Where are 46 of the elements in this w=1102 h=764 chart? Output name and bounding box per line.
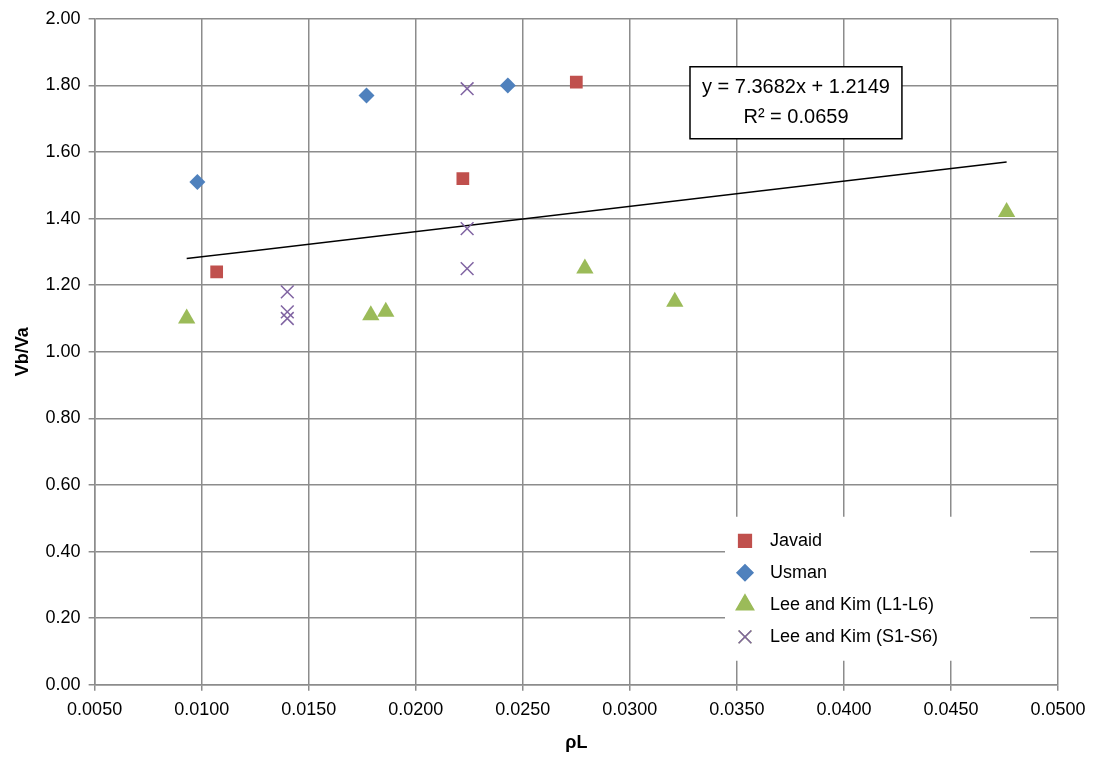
x-axis-title: ρL (565, 732, 588, 753)
y-tick-label: 1.80 (45, 74, 81, 95)
y-tick-label: 1.40 (45, 207, 81, 228)
x-tick-label: 0.0500 (1030, 698, 1086, 719)
x-tick-label: 0.0450 (923, 698, 979, 719)
point (569, 75, 583, 89)
x-tick-label: 0.0050 (67, 698, 123, 719)
legend-label: Usman (770, 561, 828, 582)
y-axis-title: Vb/Va (11, 326, 32, 377)
point (460, 81, 475, 96)
y-tick-label: 0.00 (45, 673, 81, 694)
annotation: y = 7.3682x + 1.2149 (702, 75, 890, 98)
x-tick-label: 0.0250 (495, 698, 551, 719)
legend-label: Lee and Kim (L1-L6) (770, 593, 935, 614)
point (456, 172, 470, 185)
x-tick-label: 0.0150 (281, 698, 337, 719)
y-tick-label: 0.20 (45, 607, 81, 628)
point (377, 301, 395, 317)
point (576, 258, 594, 274)
point (362, 305, 380, 321)
y-tick-label: 0.40 (45, 540, 81, 561)
annotation: R² = 0.0659 (743, 105, 849, 128)
point (666, 291, 684, 307)
y-tick-label: 1.00 (45, 340, 81, 361)
point (358, 87, 375, 104)
point (460, 221, 475, 236)
point (178, 308, 196, 324)
y-tick-label: 1.60 (45, 140, 81, 161)
point (280, 284, 295, 299)
y-tick-label: 0.80 (45, 407, 81, 428)
point (460, 261, 475, 276)
point (189, 173, 206, 190)
point (280, 311, 295, 326)
x-tick-label: 0.0200 (388, 698, 444, 719)
x-tick-label: 0.0400 (816, 698, 872, 719)
point (280, 304, 295, 319)
y-tick-label: 1.20 (45, 274, 81, 295)
legend-label: Lee and Kim (S1-S6) (770, 625, 939, 646)
x-tick-label: 0.0100 (174, 698, 230, 719)
legend-label: Javaid (770, 529, 823, 550)
x-tick-label: 0.0300 (602, 698, 658, 719)
y-tick-label: 0.60 (45, 473, 81, 494)
x-tick-label: 0.0350 (709, 698, 765, 719)
y-tick-label: 2.00 (45, 7, 81, 28)
point (499, 77, 516, 94)
point (210, 265, 224, 279)
